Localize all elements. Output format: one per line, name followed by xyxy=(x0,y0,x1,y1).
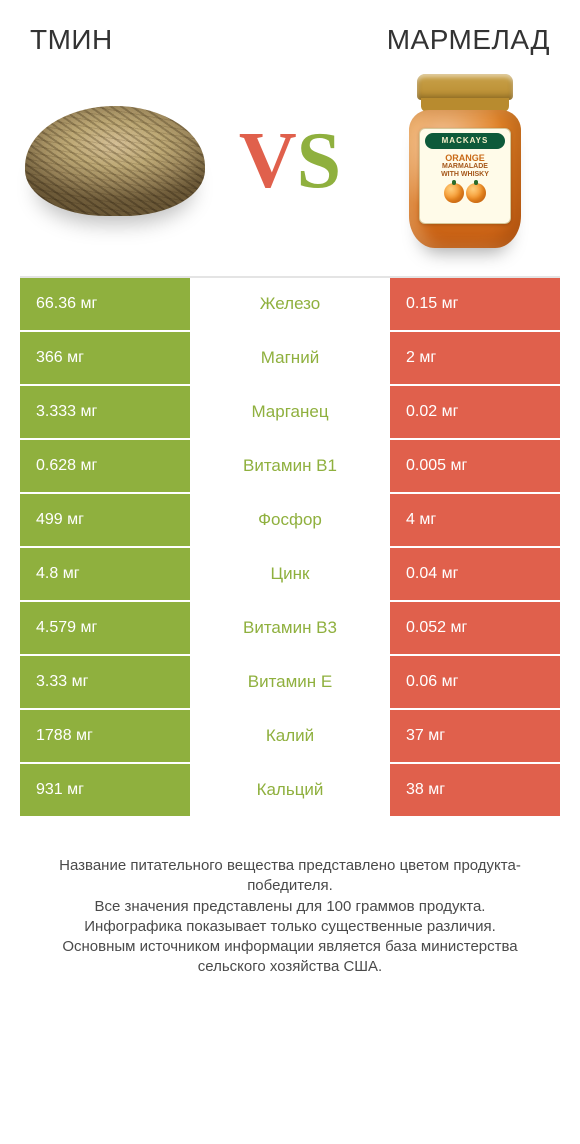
right-value: 2 мг xyxy=(390,332,560,384)
nutrient-label: Витамин B1 xyxy=(190,440,390,492)
nutrient-label: Фосфор xyxy=(190,494,390,546)
right-product-title: МАРМЕЛАД xyxy=(387,24,550,56)
table-row: 3.333 мгМарганец0.02 мг xyxy=(20,386,560,440)
left-value: 0.628 мг xyxy=(20,440,190,492)
jar-brand: MACKAYS xyxy=(425,133,505,149)
table-row: 66.36 мгЖелезо0.15 мг xyxy=(20,278,560,332)
table-row: 499 мгФосфор4 мг xyxy=(20,494,560,548)
right-value: 0.06 мг xyxy=(390,656,560,708)
table-row: 366 мгМагний2 мг xyxy=(20,332,560,386)
comparison-table: 66.36 мгЖелезо0.15 мг366 мгМагний2 мг3.3… xyxy=(20,276,560,818)
right-value: 0.04 мг xyxy=(390,548,560,600)
footer-line: Все значения представлены для 100 граммо… xyxy=(30,897,550,917)
right-value: 37 мг xyxy=(390,710,560,762)
left-product-title: ТМИН xyxy=(30,24,113,56)
vs-label: VS xyxy=(239,121,341,201)
table-row: 1788 мгКалий37 мг xyxy=(20,710,560,764)
nutrient-label: Кальций xyxy=(190,764,390,816)
titles-row: ТМИН МАРМЕЛАД xyxy=(20,0,560,66)
nutrient-label: Цинк xyxy=(190,548,390,600)
right-value: 0.02 мг xyxy=(390,386,560,438)
nutrient-label: Марганец xyxy=(190,386,390,438)
left-value: 4.579 мг xyxy=(20,602,190,654)
vs-v: V xyxy=(239,117,297,205)
right-value: 0.005 мг xyxy=(390,440,560,492)
left-value: 3.33 мг xyxy=(20,656,190,708)
right-product-image: MACKAYS ORANGE MARMALADE WITH WHISKY xyxy=(370,76,560,246)
right-value: 0.15 мг xyxy=(390,278,560,330)
table-row: 3.33 мгВитамин E0.06 мг xyxy=(20,656,560,710)
nutrient-label: Витамин E xyxy=(190,656,390,708)
right-value: 0.052 мг xyxy=(390,602,560,654)
table-row: 4.8 мгЦинк0.04 мг xyxy=(20,548,560,602)
nutrient-label: Калий xyxy=(190,710,390,762)
left-value: 3.333 мг xyxy=(20,386,190,438)
vs-s: S xyxy=(297,117,342,205)
jar-product-name: ORANGE MARMALADE WITH WHISKY xyxy=(441,153,489,179)
left-value: 66.36 мг xyxy=(20,278,190,330)
table-row: 931 мгКальций38 мг xyxy=(20,764,560,818)
left-value: 1788 мг xyxy=(20,710,190,762)
footer-line: Инфографика показывает только существенн… xyxy=(30,917,550,937)
infographic-root: ТМИН МАРМЕЛАД VS MACKAYS ORANGE MARMALAD… xyxy=(0,0,580,1008)
left-value: 366 мг xyxy=(20,332,190,384)
table-row: 0.628 мгВитамин B10.005 мг xyxy=(20,440,560,494)
footer-note: Название питательного вещества представл… xyxy=(20,818,560,1008)
hero-row: VS MACKAYS ORANGE MARMALADE WITH WHISKY xyxy=(20,66,560,276)
left-product-image xyxy=(20,76,210,246)
right-value: 4 мг xyxy=(390,494,560,546)
nutrient-label: Железо xyxy=(190,278,390,330)
left-value: 4.8 мг xyxy=(20,548,190,600)
right-value: 38 мг xyxy=(390,764,560,816)
nutrient-label: Витамин B3 xyxy=(190,602,390,654)
nutrient-label: Магний xyxy=(190,332,390,384)
footer-line: Название питательного вещества представл… xyxy=(30,856,550,897)
left-value: 499 мг xyxy=(20,494,190,546)
footer-line: Основным источником информации является … xyxy=(30,937,550,978)
jar-oranges-icon xyxy=(444,183,486,203)
table-row: 4.579 мгВитамин B30.052 мг xyxy=(20,602,560,656)
left-value: 931 мг xyxy=(20,764,190,816)
marmalade-jar-icon: MACKAYS ORANGE MARMALADE WITH WHISKY xyxy=(405,74,525,249)
cumin-icon xyxy=(25,106,205,216)
